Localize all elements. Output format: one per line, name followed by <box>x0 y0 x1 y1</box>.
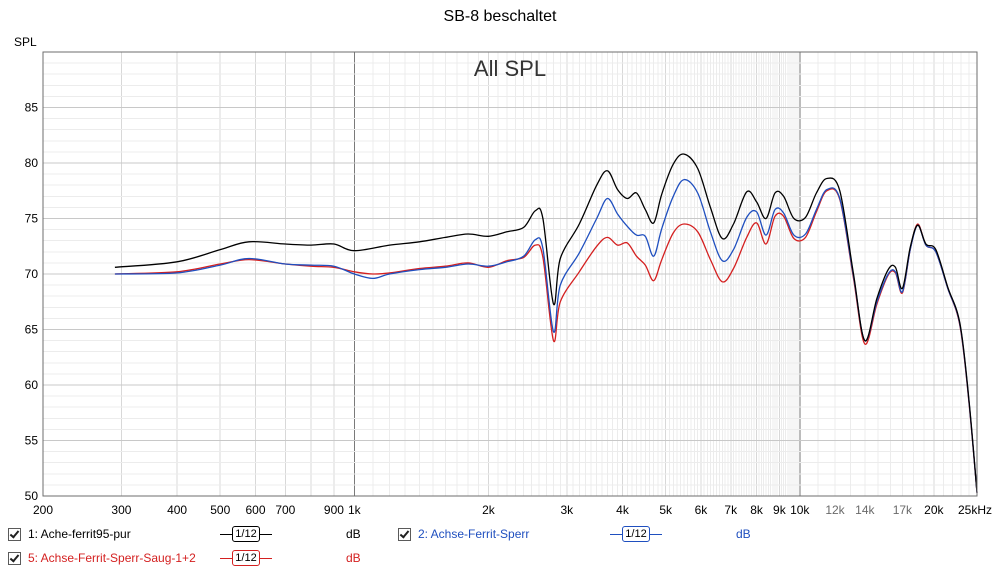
legend-label-2: 2: Achse-Ferrit-Sperr <box>418 527 530 541</box>
plot-frame <box>42 51 978 497</box>
y-tick-labels: 50 55 60 65 70 75 80 85 <box>25 101 39 504</box>
smoothing-control-2[interactable]: 1/12 <box>610 525 662 543</box>
x-tick-label: 5k <box>659 503 673 517</box>
y-tick-label: 75 <box>25 212 39 226</box>
x-tick-label: 8k <box>750 503 764 517</box>
legend-row: 5: Achse-Ferrit-Sperr-Saug-1+2 1/12 dB <box>0 549 1000 569</box>
x-tick-label: 500 <box>210 503 230 517</box>
y-tick-label: 85 <box>25 101 39 115</box>
y-tick-label: 65 <box>25 323 39 337</box>
x-tick-labels: 200 300 400 500 600 700 900 1k 2k 3k 4k 5k 6k 7k 8k 9k 1… <box>33 503 945 517</box>
x-tick-label: 9k <box>773 503 787 517</box>
x-tick-label: 700 <box>275 503 295 517</box>
x-tick-label: 1k <box>348 503 362 517</box>
x-tick-label: 12k <box>825 503 845 517</box>
legend-label-3: 5: Achse-Ferrit-Sperr-Saug-1+2 <box>28 551 196 565</box>
series-line-1 <box>114 153 978 493</box>
y-tick-label: 55 <box>25 434 39 448</box>
x-tick-label: 7k <box>724 503 738 517</box>
series-group <box>114 153 978 493</box>
y-axis-label: SPL <box>14 35 37 49</box>
x-tick-label: 2k <box>482 503 496 517</box>
x-tick-label: 10k <box>790 503 810 517</box>
x-tick-label: 200 <box>33 503 53 517</box>
y-tick-label: 80 <box>25 156 39 170</box>
x-tick-label: 3k <box>561 503 575 517</box>
smoothing-value-3: 1/12 <box>232 550 260 566</box>
x-tick-label: 20k <box>924 503 944 517</box>
x-tick-label: 17k <box>893 503 913 517</box>
chart-title: SB-8 beschaltet <box>443 8 557 25</box>
x-tick-label: 900 <box>324 503 344 517</box>
unit-label-2: dB <box>736 527 751 541</box>
series-line-3 <box>114 188 978 493</box>
smoothing-control-3[interactable]: 1/12 <box>220 549 272 567</box>
smoothing-value-1: 1/12 <box>232 526 260 542</box>
legend-row: 1: Ache-ferrit95-pur 1/12 dB 2: Achse-Fe… <box>0 525 1000 545</box>
x-tick-label: 14k <box>855 503 875 517</box>
y-tick-label: 50 <box>25 489 39 503</box>
x-tick-label: 400 <box>167 503 187 517</box>
x-unit-label: 25kHz <box>958 503 992 517</box>
x-tick-label: 600 <box>246 503 266 517</box>
legend-checkbox-2[interactable] <box>398 528 411 541</box>
legend-label-1: 1: Ache-ferrit95-pur <box>28 527 131 541</box>
x-tick-label: 4k <box>616 503 630 517</box>
legend-checkbox-1[interactable] <box>8 528 21 541</box>
unit-label-1: dB <box>346 527 361 541</box>
unit-label-3: dB <box>346 551 361 565</box>
y-tick-label: 70 <box>25 267 39 281</box>
chart-annotation: All SPL <box>474 56 546 81</box>
x-tick-label: 6k <box>695 503 709 517</box>
legend-checkbox-3[interactable] <box>8 552 21 565</box>
smoothing-value-2: 1/12 <box>622 526 650 542</box>
y-tick-label: 60 <box>25 378 39 392</box>
x-tick-label: 300 <box>111 503 131 517</box>
smoothing-control-1[interactable]: 1/12 <box>220 525 272 543</box>
grid <box>43 52 977 496</box>
series-line-2 <box>114 178 978 493</box>
